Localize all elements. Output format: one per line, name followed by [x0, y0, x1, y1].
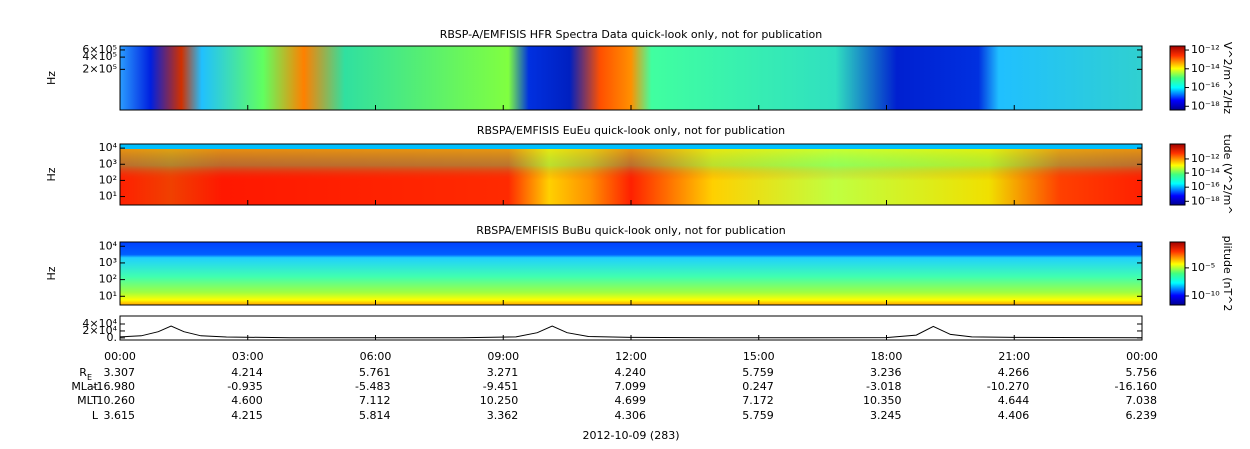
colorbar-tick-label: 10⁻¹² — [1191, 43, 1220, 56]
y-tick-label: 10³ — [99, 256, 117, 269]
ephemeris-value: 5.759 — [742, 409, 774, 422]
ephemeris-value: 5.759 — [742, 366, 774, 379]
ephemeris-value: 3.245 — [870, 409, 902, 422]
y-tick-label: 10⁴ — [99, 239, 118, 252]
spectrogram-shading — [120, 144, 1142, 205]
panel-title: RBSPA/EMFISIS BuBu quick-look only, not … — [476, 224, 786, 237]
ephemeris-value: 4.406 — [998, 409, 1030, 422]
colorbar-tick-label: 10⁻⁵ — [1191, 261, 1215, 274]
y-tick-label: 0. — [107, 331, 118, 344]
x-tick-label: 06:00 — [360, 350, 392, 363]
y-tick-label: 10¹ — [99, 190, 117, 203]
ephemeris-label: MLT — [77, 394, 98, 407]
ephemeris-value: 4.214 — [231, 366, 263, 379]
ephemeris-value: -5.483 — [355, 380, 390, 393]
ephemeris-value: 3.271 — [487, 366, 519, 379]
date-label: 2012-10-09 (283) — [582, 429, 679, 442]
ephemeris-value: -16.980 — [93, 380, 135, 393]
ephemeris-value: -10.270 — [987, 380, 1029, 393]
spectrogram-band — [120, 144, 1142, 149]
data-line — [119, 325, 1143, 339]
colorbar-label: plitude (nT^2 — [1221, 236, 1234, 312]
x-tick-label: 12:00 — [615, 350, 647, 363]
plot-frame — [119, 315, 1143, 341]
y-tick-label: 10² — [99, 273, 117, 286]
colorbar-label: V^2/m^2/Hz — [1221, 42, 1234, 114]
ephemeris-value: -16.160 — [1115, 380, 1157, 393]
ephemeris-label: RE — [79, 366, 92, 382]
y-tick-label: 10⁴ — [99, 141, 118, 154]
ephemeris-value: 3.615 — [104, 409, 136, 422]
y-tick-label: 2×10⁴ — [82, 324, 117, 337]
ephemeris-value: 3.362 — [487, 409, 519, 422]
ephemeris-label: L — [92, 409, 99, 422]
colorbar — [1169, 143, 1186, 206]
ephemeris-value: 3.307 — [104, 366, 136, 379]
ephemeris-value: 4.240 — [615, 366, 647, 379]
ephemeris-value: 4.215 — [231, 409, 263, 422]
ephemeris-value: 7.112 — [359, 394, 391, 407]
ephemeris-value: 5.761 — [359, 366, 391, 379]
ephemeris-value: 10.250 — [480, 394, 519, 407]
ephemeris-value: 7.038 — [1126, 394, 1158, 407]
plot-frame — [119, 45, 1143, 111]
ephemeris-value: 7.099 — [615, 380, 647, 393]
colorbar-tick-label: 10⁻¹⁰ — [1191, 289, 1220, 302]
y-tick-label: 6×10⁵ — [82, 43, 117, 56]
panel-title: RBSPA/EMFISIS EuEu quick-look only, not … — [477, 124, 785, 137]
colorbar-tick-label: 10⁻¹⁴ — [1191, 62, 1220, 75]
plot-frame — [119, 241, 1143, 306]
colorbar-tick-label: 10⁻¹⁶ — [1191, 81, 1220, 94]
y-tick-label: 4×10⁵ — [82, 50, 117, 63]
ephemeris-value: 4.266 — [998, 366, 1030, 379]
spectrogram-image — [120, 242, 1142, 305]
x-tick-label: 03:00 — [232, 350, 264, 363]
x-tick-label: 18:00 — [871, 350, 903, 363]
ephemeris-value: 0.247 — [742, 380, 774, 393]
ephemeris-value: 5.814 — [359, 409, 391, 422]
colorbar — [1169, 45, 1186, 111]
ephemeris-label: MLat — [71, 380, 98, 393]
colorbar-tick-label: 10⁻¹² — [1191, 152, 1220, 165]
ephemeris-value: 3.236 — [870, 366, 902, 379]
colorbar-tick-label: 10⁻¹⁴ — [1191, 166, 1220, 179]
colorbar-tick-label: 10⁻¹⁸ — [1191, 194, 1220, 207]
x-tick-label: 00:00 — [104, 350, 136, 363]
y-axis-label: Hz — [45, 266, 58, 280]
ephemeris-label-sub: E — [87, 373, 92, 382]
ephemeris-value: -3.018 — [866, 380, 901, 393]
x-tick-label: 00:00 — [1126, 350, 1158, 363]
colorbar-tick-label: 10⁻¹⁶ — [1191, 180, 1220, 193]
plot-frame — [119, 143, 1143, 206]
y-tick-label: 10² — [99, 173, 117, 186]
ephemeris-value: 6.239 — [1126, 409, 1158, 422]
x-tick-label: 09:00 — [487, 350, 519, 363]
ephemeris-value: 4.644 — [998, 394, 1030, 407]
ephemeris-label-main: R — [79, 366, 87, 379]
y-tick-label: 2×10⁵ — [82, 62, 117, 75]
y-axis-label: Hz — [45, 167, 58, 181]
colorbar-label: tude (V^2/m^ — [1221, 134, 1234, 214]
x-tick-label: 15:00 — [743, 350, 775, 363]
spectrogram-image — [120, 46, 1142, 110]
ephemeris-value: 5.756 — [1126, 366, 1158, 379]
colorbar-tick-label: 10⁻¹⁸ — [1191, 99, 1220, 112]
ephemeris-value: 4.699 — [615, 394, 647, 407]
y-tick-label: 10¹ — [99, 289, 117, 302]
ephemeris-value: 4.306 — [615, 409, 647, 422]
ephemeris-value: 4.600 — [231, 394, 263, 407]
ephemeris-value: -0.935 — [227, 380, 262, 393]
panel-title: RBSP-A/EMFISIS HFR Spectra Data quick-lo… — [440, 28, 823, 41]
y-tick-label: 4×10⁴ — [82, 317, 117, 330]
colorbar — [1169, 241, 1186, 306]
x-tick-label: 21:00 — [998, 350, 1030, 363]
y-axis-label: Hz — [45, 71, 58, 85]
ephemeris-value: 10.350 — [863, 394, 902, 407]
y-tick-label: 10³ — [99, 157, 117, 170]
ephemeris-value: 7.172 — [742, 394, 774, 407]
ephemeris-value: -9.451 — [483, 380, 518, 393]
ephemeris-value: 10.260 — [97, 394, 136, 407]
